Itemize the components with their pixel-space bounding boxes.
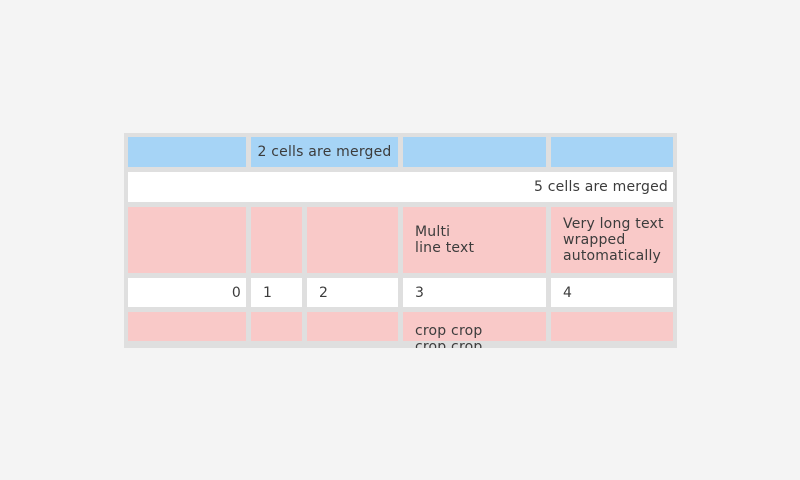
table-cell-r4-c1[interactable] — [251, 312, 302, 341]
table-cell-r1-c0-merged[interactable]: 5 cells are merged — [128, 172, 673, 202]
cell-text: crop crop crop crop — [415, 323, 483, 348]
table-cell-r3-c2[interactable]: 2 — [307, 278, 398, 307]
table-cell-r4-c4[interactable] — [551, 312, 673, 341]
table-cell-r2-c0[interactable] — [128, 207, 246, 273]
table-widget[interactable]: 2 cells are merged 5 cells are merged Mult… — [124, 133, 677, 348]
table-cell-r3-c1[interactable]: 1 — [251, 278, 302, 307]
cell-text: Multi line text — [415, 224, 475, 256]
table-cell-r2-c2[interactable] — [307, 207, 398, 273]
table-cell-r3-c3[interactable]: 3 — [403, 278, 546, 307]
table-cell-r2-c3[interactable]: Multi line text — [403, 207, 546, 273]
table-cell-r2-c4[interactable]: Very long text wrapped automatically — [551, 207, 673, 273]
table-grid: 2 cells are merged 5 cells are merged Mult… — [128, 137, 673, 348]
table-cell-r0-c1-merged[interactable]: 2 cells are merged — [251, 137, 398, 167]
table-cell-r2-c1[interactable] — [251, 207, 302, 273]
cell-text: 3 — [415, 284, 425, 301]
table-cell-r0-c2[interactable] — [403, 137, 546, 167]
table-cell-r0-c0[interactable] — [128, 137, 246, 167]
table-cell-r4-c0[interactable] — [128, 312, 246, 341]
cell-text: 2 — [319, 284, 329, 301]
table-cell-r3-c0[interactable]: 0 — [128, 278, 246, 307]
table-cell-r0-c3[interactable] — [551, 137, 673, 167]
table-cell-r4-c2[interactable] — [307, 312, 398, 341]
table-cell-r4-c3[interactable]: crop crop crop crop — [403, 312, 546, 348]
table-cell-r3-c4[interactable]: 4 — [551, 278, 673, 307]
cell-text: 0 — [231, 284, 241, 301]
cell-text: 2 cells are merged — [257, 144, 392, 160]
cell-text: 4 — [563, 284, 573, 301]
cell-text: 5 cells are merged — [533, 179, 668, 195]
cell-text: Very long text wrapped automatically — [563, 216, 664, 264]
cell-text: 1 — [263, 284, 273, 301]
